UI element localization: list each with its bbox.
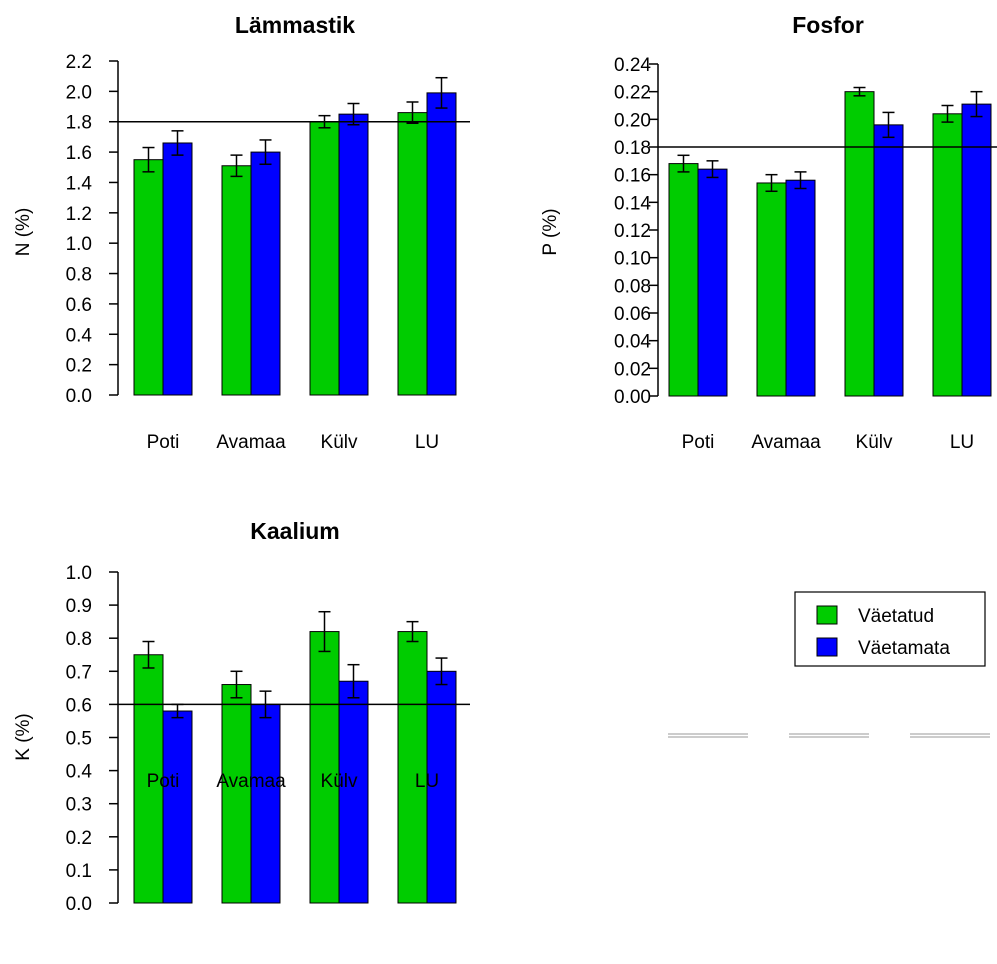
y-tick-label: 1.0 <box>66 563 92 584</box>
x-category-label: LU <box>415 771 439 792</box>
y-tick-label: 1.0 <box>66 234 92 255</box>
bars <box>118 76 470 396</box>
y-tick-label: 0.12 <box>614 221 651 242</box>
y-tick-label: 0.0 <box>66 386 92 407</box>
y-tick-label: 0.10 <box>614 249 651 270</box>
x-category-label: Avamaa <box>751 432 821 453</box>
legend-swatch-vaetatud <box>816 605 838 625</box>
panel-nitrogen: Lämmastik N (%) 0.0 0.2 0.4 0.6 0.8 1.0 1.2 1.4… <box>13 12 470 453</box>
y-tick-label: 0.0 <box>66 894 92 915</box>
bar <box>756 182 787 397</box>
chart-title: Fosfor <box>792 12 864 38</box>
y-tick-label: 0.06 <box>614 304 651 325</box>
bar <box>221 165 252 396</box>
x-category-label: LU <box>415 432 439 453</box>
bar <box>397 112 428 396</box>
x-category-label: Poti <box>147 771 180 792</box>
x-category-label: Külv <box>856 432 893 453</box>
bar <box>250 703 281 904</box>
y-tick-label: 0.20 <box>614 110 651 131</box>
bar <box>338 680 369 904</box>
y-axis-label: K (%) <box>13 713 34 761</box>
y-tick-label: 0.2 <box>66 828 92 849</box>
y-tick-label: 0.00 <box>614 387 651 408</box>
y-tick-label: 0.16 <box>614 166 651 187</box>
y-tick-label: 0.2 <box>66 356 92 377</box>
bar <box>133 654 164 904</box>
bar <box>844 91 875 397</box>
y-tick-label: 0.6 <box>66 295 92 316</box>
y-tick-label: 0.7 <box>66 662 92 683</box>
legend-label-vaetatud: Väetatud <box>858 606 934 627</box>
x-categories: Poti Avamaa Külv LU <box>682 432 975 453</box>
bar <box>961 103 992 397</box>
panel-phosphorus: Fosfor P (%) 0.00 0.02 0.04 0.06 0.08 0.10 0.1… <box>540 12 997 453</box>
bar <box>309 121 340 396</box>
bar <box>221 684 252 904</box>
y-tick-label: 1.2 <box>66 204 92 225</box>
y-tick-label: 0.8 <box>66 265 92 286</box>
y-tick-label: 0.22 <box>614 83 651 104</box>
bar <box>426 92 457 396</box>
legend: Väetatud Väetamata <box>794 591 986 667</box>
legend-swatch-vaetamata <box>816 637 838 657</box>
bar <box>162 710 193 904</box>
y-tick-label: 0.18 <box>614 138 651 159</box>
y-tick-label: 0.8 <box>66 629 92 650</box>
y-tick-label: 0.5 <box>66 729 92 750</box>
y-axis: 0.0 0.2 0.4 0.6 0.8 1.0 1.2 1.4 1.6 1.8 2.0 2.2 <box>66 52 119 407</box>
chart-title: Lämmastik <box>235 12 355 38</box>
bars <box>658 86 997 397</box>
bar <box>873 124 904 397</box>
y-axis-label: P (%) <box>540 208 561 255</box>
legend-label-vaetamata: Väetamata <box>858 638 950 659</box>
y-axis: 0.0 0.1 0.2 0.3 0.4 0.5 0.6 0.7 0.8 0.9 1.0 <box>66 563 119 915</box>
x-category-label: Avamaa <box>216 771 286 792</box>
y-tick-label: 0.04 <box>614 332 651 353</box>
y-tick-label: 0.02 <box>614 359 651 380</box>
bar <box>133 159 164 396</box>
y-tick-label: 0.3 <box>66 795 92 816</box>
bar <box>426 670 457 904</box>
y-tick-label: 2.2 <box>66 52 92 73</box>
x-category-label: LU <box>950 432 974 453</box>
y-tick-label: 0.4 <box>66 762 93 783</box>
y-tick-label: 0.08 <box>614 276 651 297</box>
bar <box>162 142 193 396</box>
bars <box>118 610 470 904</box>
bar <box>932 113 963 397</box>
y-tick-label: 2.0 <box>66 82 92 103</box>
x-category-label: Külv <box>321 771 358 792</box>
y-tick-label: 1.6 <box>66 143 92 164</box>
y-tick-label: 1.4 <box>66 173 93 194</box>
y-tick-label: 0.1 <box>66 861 92 882</box>
x-category-label: Poti <box>147 432 180 453</box>
bar <box>250 151 281 396</box>
y-tick-label: 0.14 <box>614 193 651 214</box>
decorative-lines <box>668 733 990 738</box>
chart-title: Kaalium <box>250 518 339 544</box>
y-tick-label: 0.24 <box>614 55 651 76</box>
x-category-label: Külv <box>321 432 358 453</box>
x-categories: Poti Avamaa Külv LU <box>147 432 440 453</box>
y-axis-label: N (%) <box>13 208 34 257</box>
bar <box>785 179 816 397</box>
bar <box>338 113 369 396</box>
x-category-label: Avamaa <box>216 432 286 453</box>
y-tick-label: 1.8 <box>66 113 92 134</box>
bar <box>397 631 428 904</box>
x-categories: Poti Avamaa Külv LU <box>147 771 440 792</box>
x-category-label: Poti <box>682 432 715 453</box>
bar <box>309 631 340 904</box>
panel-potassium: Kaalium K (%) 0.00.10.20.30.40.50.60.70.… <box>13 518 470 915</box>
y-tick-label: 0.6 <box>66 695 92 716</box>
bar <box>697 168 728 397</box>
y-tick-label: 0.4 <box>66 325 93 346</box>
bar <box>668 163 699 397</box>
y-tick-label: 0.9 <box>66 596 92 617</box>
y-axis: 0.00 0.02 0.04 0.06 0.08 0.10 0.12 0.14 0.16 0.18… <box>614 55 659 408</box>
